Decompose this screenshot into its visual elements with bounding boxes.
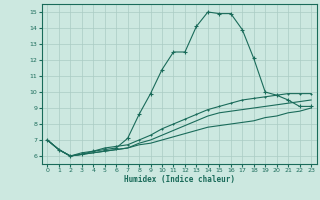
X-axis label: Humidex (Indice chaleur): Humidex (Indice chaleur) (124, 175, 235, 184)
